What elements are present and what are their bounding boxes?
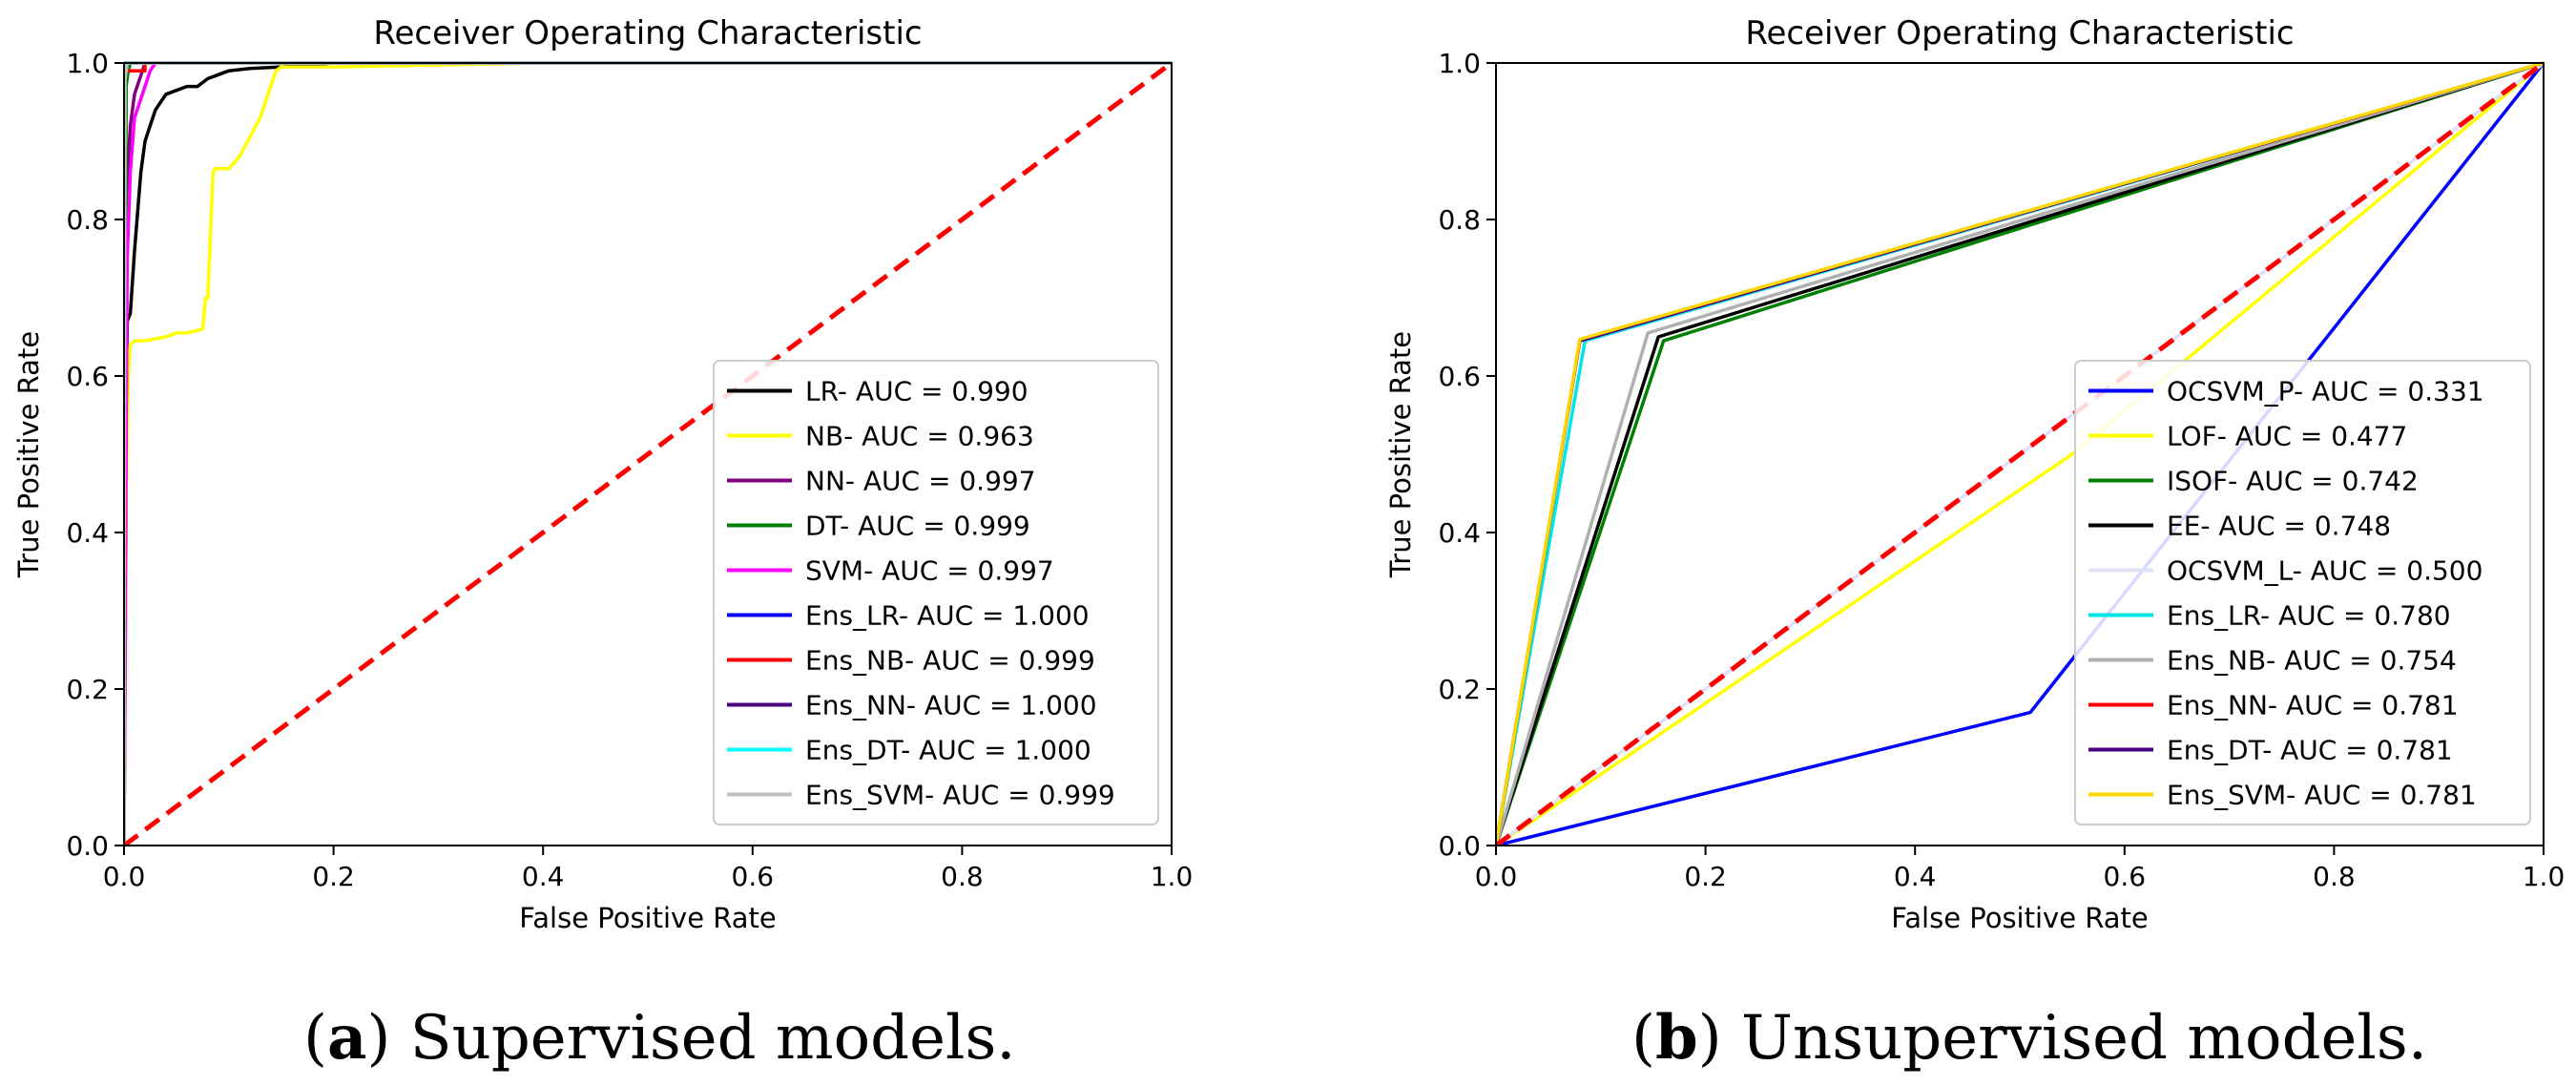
chart-b-axes-frame [1495, 62, 2545, 846]
chart-b-legend-label-9: Ens_DT- AUC = 0.781 [2167, 735, 2453, 766]
chart-a-diagonal-line [124, 60, 1174, 846]
chart-b-y-tick-label: 0.2 [1438, 674, 1481, 705]
chart-a-legend: LR- AUC = 0.990 NB- AUC = 0.963 NN- AUC = … [713, 360, 1159, 825]
chart-a-legend-label-2: NB- AUC = 0.963 [805, 421, 1034, 452]
chart-b-legend-label-8: Ens_NN- AUC = 0.781 [2167, 690, 2459, 721]
chart-b-y-tick-label: 1.0 [1438, 48, 1481, 79]
chart-b-series-line-4 [1496, 61, 2545, 846]
caption-a-label: a [326, 1002, 367, 1074]
chart-a-x-tick-label: 0.8 [941, 861, 984, 892]
chart-a-legend-label-8: Ens_NN- AUC = 1.000 [805, 690, 1097, 721]
chart-b-legend-label-10: Ens_SVM- AUC = 0.781 [2167, 780, 2477, 811]
chart-a-y-tick-label: 0.4 [66, 517, 109, 549]
chart-b-series-line-1 [1496, 61, 2545, 846]
chart-b-series-line-10 [1496, 61, 2545, 846]
chart-a-title: Receiver Operating Characteristic [373, 14, 922, 52]
chart-b-y-tick-label: 0.0 [1438, 830, 1481, 862]
chart-a-x-tick-label: 0.0 [103, 861, 146, 892]
chart-a-series-line-5 [124, 61, 1172, 846]
chart-b-series-line-2 [1496, 61, 2545, 846]
chart-a-x-tick-label: 0.4 [522, 861, 565, 892]
chart-b-y-tick-label: 0.6 [1438, 361, 1481, 392]
chart-b-x-tick-label: 0.6 [2104, 861, 2147, 892]
chart-b-x-tick-label: 0.2 [1684, 861, 1727, 892]
chart-b-legend-label-2: LOF- AUC = 0.477 [2167, 421, 2407, 452]
chart-a-y-tick-label: 0.0 [66, 830, 109, 862]
chart-b-plot-area [1496, 60, 2545, 846]
chart-a-x-tick-label: 1.0 [1151, 861, 1194, 892]
chart-b-legend-label-5: OCSVM_L- AUC = 0.500 [2167, 555, 2483, 587]
roc-chart-supervised: Receiver Operating Characteristic False P… [12, 14, 1193, 934]
chart-a-axes-frame [123, 62, 1173, 846]
chart-b-legend-label-7: Ens_NB- AUC = 0.754 [2167, 645, 2457, 677]
chart-b-y-axis-label: True Positive Rate [1384, 331, 1417, 578]
chart-a-y-axis-label: True Positive Rate [12, 331, 45, 578]
chart-a-series-line-1 [124, 61, 1172, 846]
chart-a-legend-label-5: SVM- AUC = 0.997 [805, 555, 1054, 587]
chart-a-legend-box [713, 360, 1159, 825]
caption-b-label: b [1654, 1002, 1698, 1074]
chart-b-series-line-3 [1496, 61, 2545, 846]
chart-b-y-tick-label: 0.4 [1438, 517, 1481, 549]
chart-a-legend-label-7: Ens_NB- AUC = 0.999 [805, 645, 1095, 677]
chart-a-x-tick-label: 0.6 [732, 861, 775, 892]
chart-a-y-tick-label: 0.2 [66, 674, 109, 705]
chart-b-title: Receiver Operating Characteristic [1745, 14, 2294, 52]
caption-a: (a) Supervised models. [303, 1002, 1016, 1074]
chart-b-x-axis-label: False Positive Rate [1891, 902, 2149, 934]
chart-a-legend-label-1: LR- AUC = 0.990 [805, 376, 1028, 407]
chart-b-x-tick-label: 0.8 [2313, 861, 2356, 892]
chart-b-series-line-7 [1496, 61, 2545, 846]
chart-b-legend-label-3: ISOF- AUC = 0.742 [2167, 466, 2419, 497]
chart-b-diagonal-line [1496, 60, 2545, 846]
chart-b-legend: OCSVM_P- AUC = 0.331 LOF- AUC = 0.477 ISOF… [2074, 360, 2531, 825]
chart-a-y-tick-label: 1.0 [66, 48, 109, 79]
chart-a-legend-label-4: DT- AUC = 0.999 [805, 511, 1030, 542]
chart-a-x-axis-label: False Positive Rate [519, 902, 777, 934]
caption-b-text: Unsupervised models. [1741, 1003, 2428, 1074]
chart-a-legend-label-6: Ens_LR- AUC = 1.000 [805, 600, 1090, 632]
chart-a-legend-label-10: Ens_SVM- AUC = 0.999 [805, 780, 1115, 811]
chart-a-y-tick-label: 0.8 [66, 204, 109, 236]
chart-a-series-line-2 [124, 61, 1172, 846]
chart-a-legend-label-3: NN- AUC = 0.997 [805, 466, 1036, 497]
chart-b-legend-label-6: Ens_LR- AUC = 0.780 [2167, 600, 2451, 632]
chart-b-x-tick-label: 0.4 [1894, 861, 1937, 892]
chart-a-legend-label-9: Ens_DT- AUC = 1.000 [805, 735, 1091, 766]
chart-b-x-tick-label: 1.0 [2523, 861, 2566, 892]
chart-b-y-tick-label: 0.8 [1438, 204, 1481, 236]
chart-b-legend-label-1: OCSVM_P- AUC = 0.331 [2167, 376, 2484, 407]
chart-b-legend-label-4: EE- AUC = 0.748 [2167, 511, 2391, 542]
caption-b: (b) Unsupervised models. [1631, 1002, 2428, 1074]
chart-a-y-tick-label: 0.6 [66, 361, 109, 392]
chart-b-legend-box [2074, 360, 2531, 825]
caption-a-text: Supervised models. [409, 1003, 1016, 1074]
roc-chart-unsupervised: Receiver Operating Characteristic False P… [1384, 14, 2565, 934]
chart-a-x-tick-label: 0.2 [312, 861, 355, 892]
chart-b-x-tick-label: 0.0 [1475, 861, 1518, 892]
